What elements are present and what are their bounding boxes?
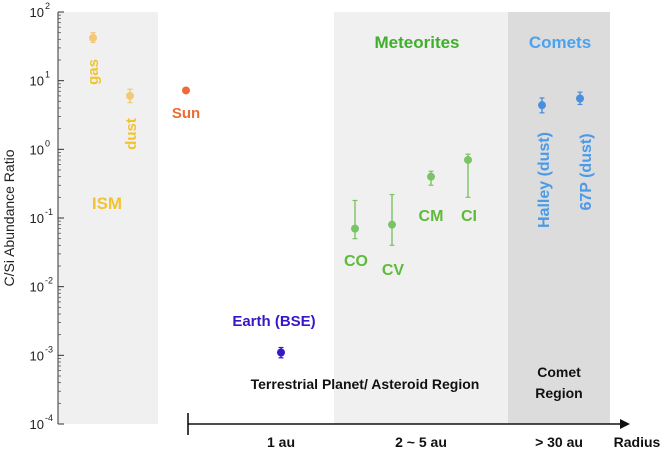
note-terrestrial-region: Terrestrial Planet/ Asteroid Region — [251, 376, 480, 392]
data-point-dust — [126, 88, 134, 104]
y-tick-exponent: 1 — [45, 70, 50, 80]
note-comet-region-line2: Region — [535, 385, 582, 401]
point-label-67p: 67P (dust) — [578, 133, 595, 210]
point-marker — [576, 94, 584, 103]
x-axis-arrowhead — [620, 419, 630, 429]
y-tick-exponent: -4 — [45, 413, 53, 423]
y-tick-label: 10 — [30, 142, 44, 157]
region-comets-background — [508, 12, 610, 424]
x-axis-label: Radius — [614, 434, 661, 449]
point-label-dust: dust — [123, 118, 140, 150]
region-label-comets: Comets — [529, 33, 591, 52]
y-tick-label: 10 — [30, 211, 44, 226]
x-tick-label-30au: > 30 au — [535, 434, 583, 449]
point-marker — [388, 220, 396, 229]
point-label-earth: Earth (BSE) — [232, 313, 315, 330]
data-point-67p-dust — [576, 91, 584, 106]
region-label-ism: ISM — [92, 194, 122, 213]
point-marker — [182, 86, 190, 95]
data-point-cv — [388, 193, 396, 246]
data-point-cm — [427, 170, 435, 186]
x-tick-label-2-5au: 2 ~ 5 au — [395, 434, 447, 449]
y-tick-exponent: 2 — [45, 1, 50, 11]
point-label-cv: CV — [382, 262, 405, 279]
y-tick-exponent: -3 — [45, 344, 53, 354]
y-tick-label: 10 — [30, 348, 44, 363]
data-point-ci — [464, 153, 472, 198]
y-axis-label: C/Si Abundance Ratio — [1, 149, 17, 286]
region-label-meteorites: Meteorites — [374, 33, 459, 52]
point-marker — [351, 224, 359, 233]
x-tick-label-1au: 1 au — [267, 434, 295, 449]
y-tick-label: 10 — [30, 280, 44, 295]
data-point-halley-dust — [538, 97, 546, 114]
point-label-sun: Sun — [172, 105, 200, 122]
data-point-earth-bse — [277, 346, 285, 359]
point-marker — [427, 172, 435, 181]
y-tick-label: 10 — [30, 5, 44, 20]
point-label-ci: CI — [461, 208, 477, 225]
y-tick-exponent: 0 — [45, 138, 50, 148]
point-marker — [538, 101, 546, 110]
point-marker — [277, 348, 285, 357]
point-label-cm: CM — [419, 208, 444, 225]
note-comet-region-line1: Comet — [537, 364, 581, 380]
point-marker — [464, 155, 472, 164]
y-tick-exponent: -1 — [45, 207, 53, 217]
point-marker — [126, 91, 134, 100]
data-point-sun — [182, 86, 190, 95]
point-label-halley: Halley (dust) — [536, 132, 553, 228]
data-point-co — [351, 199, 359, 240]
data-point-gas — [89, 32, 97, 44]
y-tick-label: 10 — [30, 74, 44, 89]
point-label-co: CO — [344, 253, 368, 270]
region-meteorites-background — [334, 12, 508, 424]
region-ism-background — [58, 12, 158, 424]
point-marker — [89, 33, 97, 42]
point-label-gas: gas — [85, 59, 102, 85]
y-tick-label: 10 — [30, 417, 44, 432]
y-tick-exponent: -2 — [45, 276, 53, 286]
